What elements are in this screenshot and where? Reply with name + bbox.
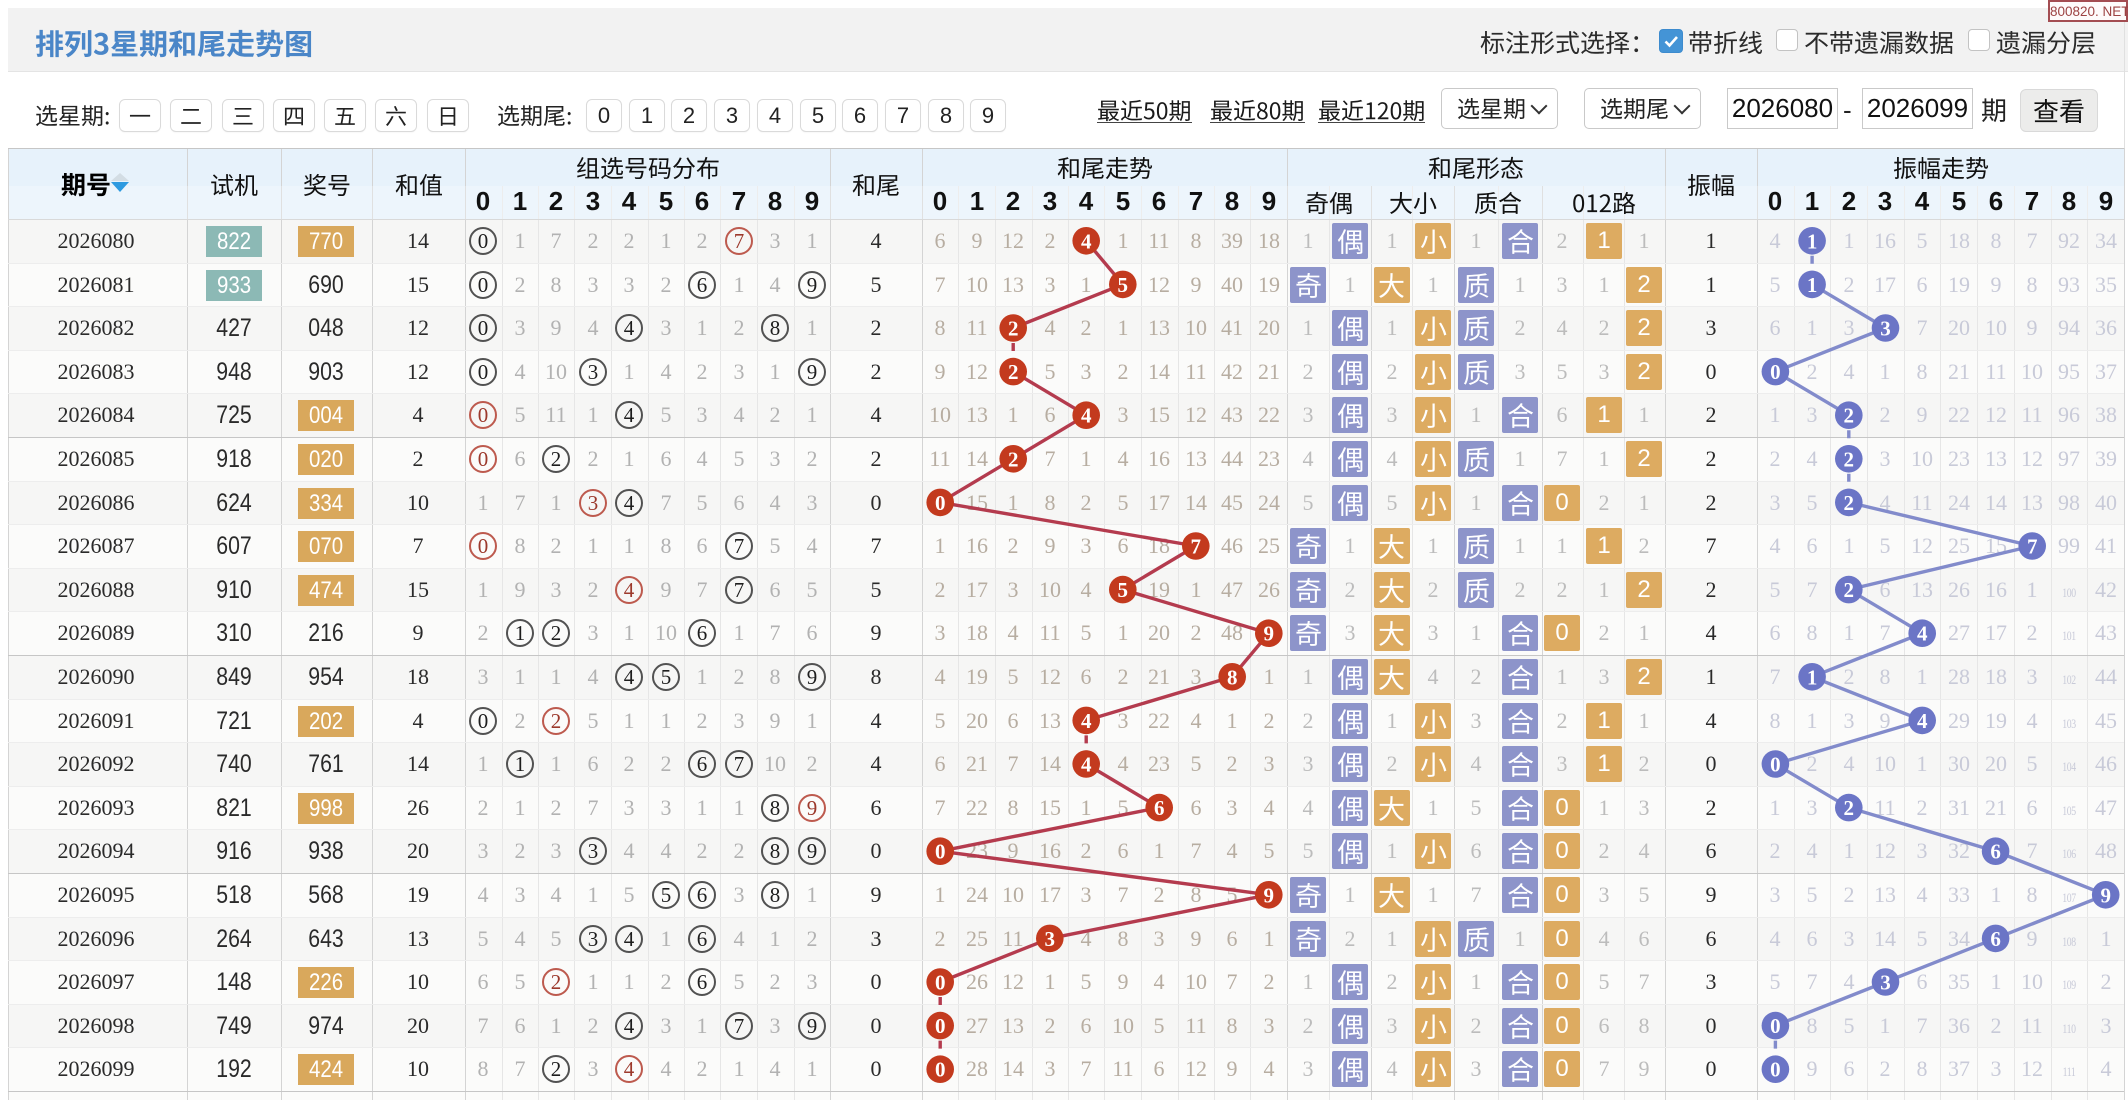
svg-text:0: 0 (935, 1058, 946, 1082)
svg-text:2: 2 (1844, 796, 1855, 820)
svg-text:2: 2 (1844, 404, 1855, 428)
svg-text:6: 6 (1154, 796, 1165, 820)
svg-text:0: 0 (935, 1014, 946, 1038)
svg-text:9: 9 (1264, 883, 1275, 907)
svg-text:9: 9 (1264, 622, 1275, 646)
svg-text:0: 0 (1770, 753, 1781, 777)
svg-text:4: 4 (1081, 229, 1092, 253)
svg-text:1: 1 (1807, 665, 1818, 689)
svg-text:0: 0 (935, 840, 946, 864)
svg-text:6: 6 (1990, 927, 2001, 951)
svg-text:1: 1 (1807, 229, 1818, 253)
svg-text:0: 0 (935, 971, 946, 995)
svg-text:2: 2 (1008, 447, 1019, 471)
svg-text:4: 4 (1081, 709, 1092, 733)
svg-text:3: 3 (1880, 971, 1891, 995)
svg-text:4: 4 (1917, 622, 1928, 646)
svg-text:8: 8 (1227, 665, 1238, 689)
svg-text:7: 7 (1191, 535, 1202, 559)
svg-text:3: 3 (1045, 927, 1056, 951)
svg-text:4: 4 (1917, 709, 1928, 733)
svg-text:5: 5 (1118, 578, 1129, 602)
svg-text:0: 0 (1770, 1058, 1781, 1082)
svg-text:4: 4 (1081, 404, 1092, 428)
svg-text:2: 2 (1844, 447, 1855, 471)
svg-text:2: 2 (1008, 317, 1019, 341)
svg-text:0: 0 (1770, 1014, 1781, 1038)
svg-text:1: 1 (1807, 273, 1818, 297)
svg-text:0: 0 (935, 491, 946, 515)
svg-text:4: 4 (1081, 753, 1092, 777)
svg-text:2: 2 (1008, 360, 1019, 384)
svg-text:9: 9 (2100, 883, 2111, 907)
svg-text:2: 2 (1844, 491, 1855, 515)
svg-text:0: 0 (1770, 360, 1781, 384)
svg-text:3: 3 (1880, 317, 1891, 341)
svg-text:6: 6 (1990, 840, 2001, 864)
svg-text:5: 5 (1118, 273, 1129, 297)
svg-text:7: 7 (2027, 535, 2038, 559)
svg-text:2: 2 (1844, 578, 1855, 602)
